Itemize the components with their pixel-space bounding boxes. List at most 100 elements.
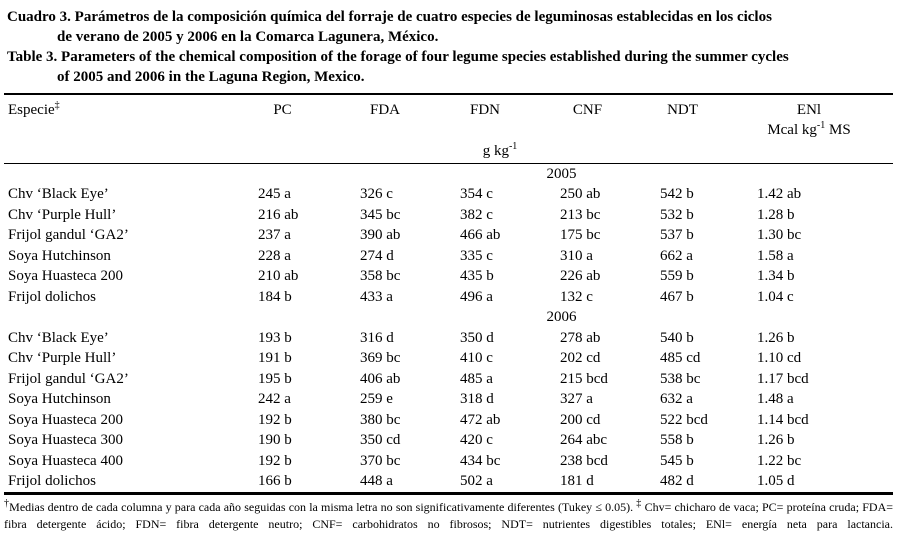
species-cell: Soya Huasteca 200 [8,411,123,428]
value-cell: 250 ab [560,186,601,203]
value-cell: 559 b [660,268,694,285]
species-cell: Soya Huasteca 400 [8,452,123,469]
value-cell: 1.10 cd [757,350,802,367]
value-cell: 406 ab [360,370,401,387]
caption-en-line1: Table 3. Parameters of the chemical comp… [7,49,789,65]
table-row: Frijol gandul ‘GA2’ 237 a 390 ab 466 ab 175 … [4,226,893,247]
col-header-especie: Especie‡ [4,94,230,122]
caption-en-line2: of 2005 and 2006 in the Laguna Region, M… [57,69,365,85]
value-cell: 369 bc [360,350,401,367]
table-row: Chv ‘Purple Hull’ 216 ab 345 bc 382 c 213 bc… [4,205,893,226]
gkg-units: g kg-1 [230,139,725,164]
value-cell: 195 b [258,370,292,387]
table-row: Frijol dolichos 184 b 433 a 496 a 132 c 467 b… [4,287,893,308]
composition-table: Especie‡ PC FDA FDN CNF NDT ENl Mcal kg-… [4,93,893,495]
value-cell: 318 d [460,391,494,408]
value-cell: 132 c [560,288,593,305]
value-cell: 259 e [360,391,393,408]
value-cell: 350 cd [360,432,401,449]
value-cell: 1.26 b [757,432,795,449]
value-cell: 193 b [258,329,292,346]
value-cell: 210 ab [258,268,299,285]
value-cell: 496 a [460,288,493,305]
species-cell: Soya Hutchinson [8,247,111,264]
value-cell: 274 d [360,247,394,264]
especie-label: Especie [8,101,55,118]
value-cell: 166 b [258,473,292,490]
value-cell: 410 c [460,350,493,367]
value-cell: 558 b [660,432,694,449]
value-cell: 202 cd [560,350,601,367]
table-row: Soya Hutchinson 242 a 259 e 318 d 327 a 632 a… [4,390,893,411]
value-cell: 213 bc [560,206,601,223]
table-body: 2005 Chv ‘Black Eye’ 245 a 326 c 354 c 250 ab… [4,164,893,494]
value-cell: 184 b [258,288,292,305]
units-row-gkg: g kg-1 [4,139,893,164]
footnote: †Medias dentro de cada columna y para ca… [4,498,894,531]
year-row: 2005 [4,164,893,185]
col-header-enl: ENl [796,101,822,118]
value-cell: 1.22 bc [757,452,802,469]
value-cell: 532 b [660,206,694,223]
species-cell: Chv ‘Purple Hull’ [8,350,117,367]
value-cell: 175 bc [560,227,601,244]
value-cell: 380 bc [360,411,401,428]
value-cell: 200 cd [560,411,601,428]
year-row: 2006 [4,308,893,329]
value-cell: 540 b [660,329,694,346]
value-cell: 435 b [460,268,494,285]
value-cell: 326 c [360,186,393,203]
species-cell: Frijol gandul ‘GA2’ [8,370,129,387]
species-cell: Chv ‘Black Eye’ [8,186,109,203]
header-row: Especie‡ PC FDA FDN CNF NDT ENl [4,94,893,122]
value-cell: 215 bcd [560,370,608,387]
value-cell: 226 ab [560,268,601,285]
value-cell: 467 b [660,288,694,305]
value-cell: 335 c [460,247,493,264]
value-cell: 502 a [460,473,493,490]
value-cell: 350 d [460,329,494,346]
value-cell: 245 a [258,186,291,203]
value-cell: 1.17 bcd [757,370,809,387]
value-cell: 1.04 c [757,288,794,305]
value-cell: 1.26 b [757,329,795,346]
species-cell: Frijol dolichos [8,473,96,490]
value-cell: 228 a [258,247,291,264]
value-cell: 242 a [258,391,291,408]
caption-es-line1: Cuadro 3. Parámetros de la composición q… [7,9,772,25]
species-cell: Soya Hutchinson [8,391,111,408]
table-row: Soya Huasteca 200 192 b 380 bc 472 ab 200 cd… [4,410,893,431]
value-cell: 1.42 ab [757,186,802,203]
value-cell: 545 b [660,452,694,469]
value-cell: 1.05 d [757,473,795,490]
species-cell: Frijol gandul ‘GA2’ [8,227,129,244]
value-cell: 433 a [360,288,393,305]
table-row: Frijol dolichos 166 b 448 a 502 a 181 d 482 d… [4,472,893,494]
value-cell: 542 b [660,186,694,203]
table-row: Chv ‘Purple Hull’ 191 b 369 bc 410 c 202 cd 4… [4,349,893,370]
value-cell: 327 a [560,391,593,408]
value-cell: 466 ab [460,227,501,244]
units-row-enl: Mcal kg-1 MS [4,121,893,139]
value-cell: 238 bcd [560,452,608,469]
value-cell: 537 b [660,227,694,244]
value-cell: 310 a [560,247,593,264]
double-dagger-mark: ‡ [636,498,642,509]
col-header-pc: PC [273,101,292,118]
value-cell: 1.28 b [757,206,795,223]
table-row: Chv ‘Black Eye’ 245 a 326 c 354 c 250 ab 542 … [4,185,893,206]
species-cell: Chv ‘Black Eye’ [8,329,109,346]
table-row: Soya Huasteca 200 210 ab 358 bc 435 b 226 ab… [4,267,893,288]
value-cell: 1.30 bc [757,227,802,244]
value-cell: 216 ab [258,206,299,223]
value-cell: 485 a [460,370,493,387]
table-row: Frijol gandul ‘GA2’ 195 b 406 ab 485 a 215 b… [4,369,893,390]
col-header-cnf: CNF [572,101,603,118]
table-row: Soya Huasteca 400 192 b 370 bc 434 bc 238 bc… [4,451,893,472]
value-cell: 354 c [460,186,493,203]
col-header-ndt: NDT [667,101,698,118]
value-cell: 190 b [258,432,292,449]
especie-footnote-mark: ‡ [54,99,60,111]
value-cell: 278 ab [560,329,601,346]
